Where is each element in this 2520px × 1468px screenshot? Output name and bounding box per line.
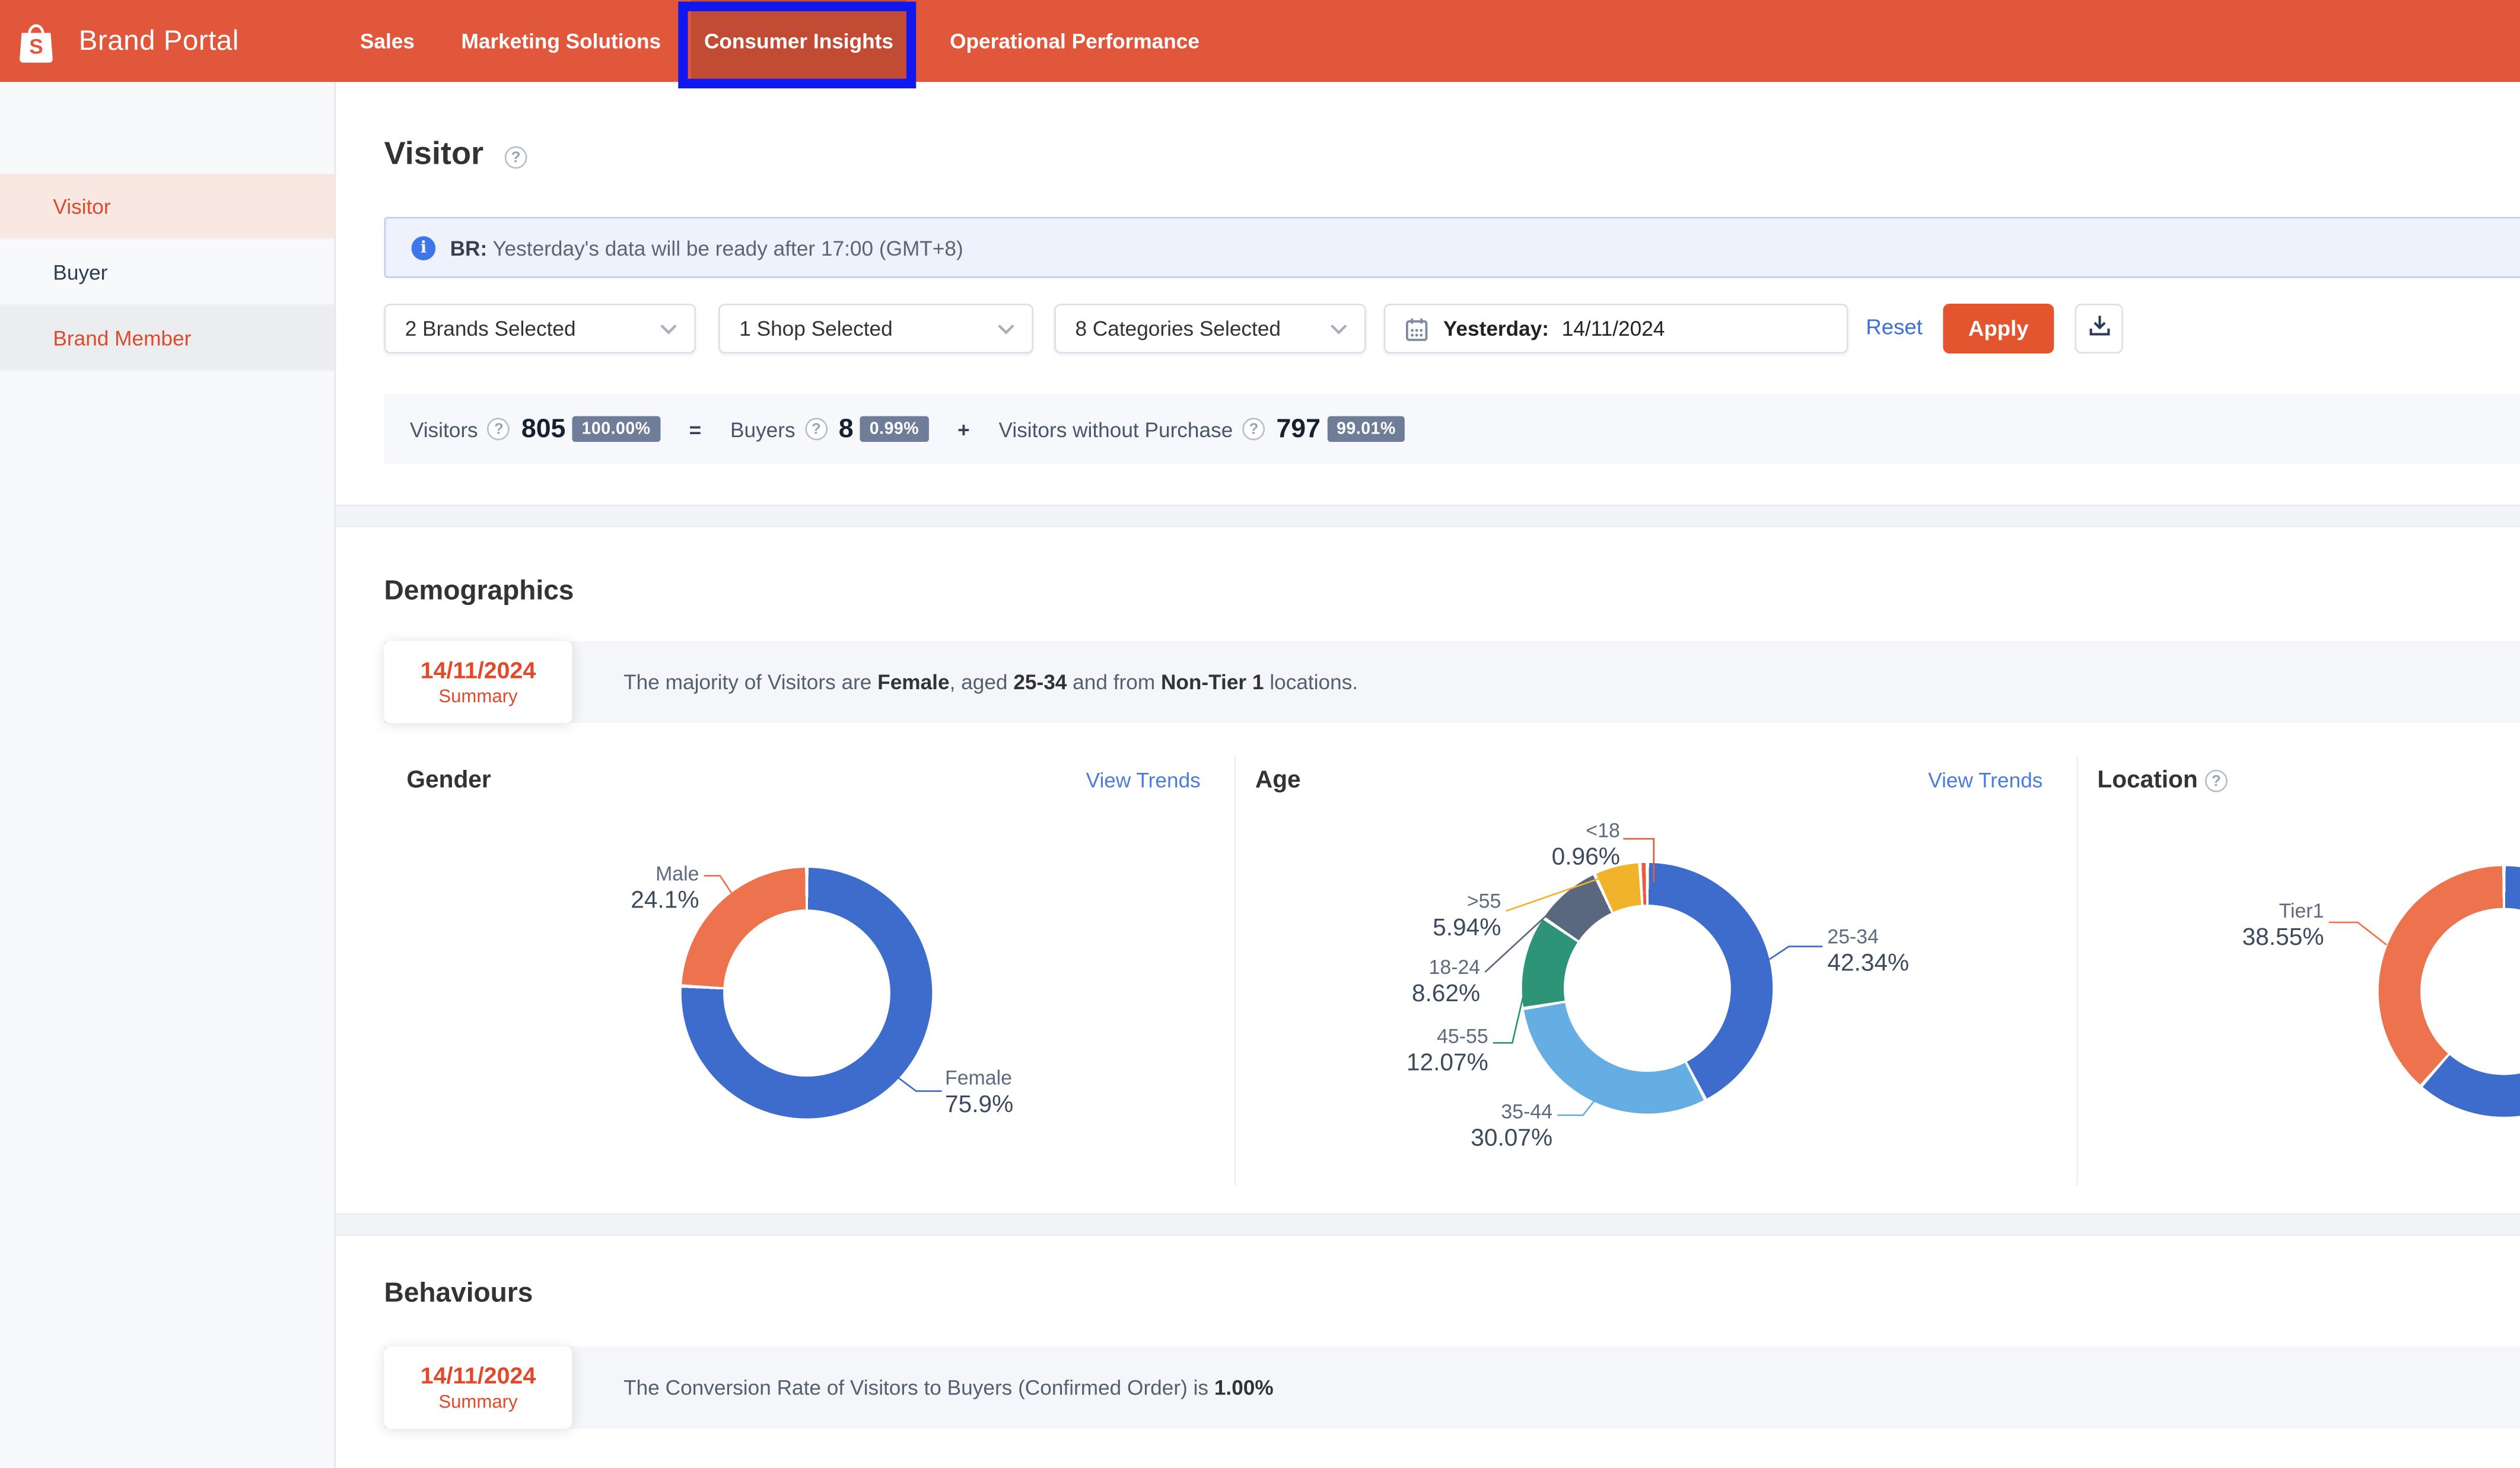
- nav-item-consumer-insights[interactable]: Consumer Insights: [691, 0, 906, 82]
- visitors-without-purchase-label: Visitors without Purchase: [998, 417, 1233, 441]
- chevron-down-icon: [659, 317, 679, 341]
- download-button[interactable]: [2074, 304, 2123, 354]
- gender-view-trends-link[interactable]: View Trends: [1086, 768, 1201, 792]
- summary-tag: Summary: [438, 1392, 518, 1412]
- nav-item-marketing-solutions[interactable]: Marketing Solutions: [461, 28, 661, 53]
- sidebar: Consumer Overview Visitor Buyer Brand Me…: [0, 82, 336, 1468]
- location-donut-chart[interactable]: [2378, 866, 2520, 1117]
- visitors-pct-badge: 100.00%: [572, 416, 660, 442]
- behaviours-heading: Behaviours: [384, 1277, 533, 1308]
- calendar-icon: [1405, 316, 1429, 341]
- age-25-34-label: 25-34 42.34%: [1827, 925, 1910, 977]
- behaviours-summary-strip: [384, 1346, 2520, 1429]
- notice-text: BR: Yesterday's data will be ready after…: [450, 235, 963, 260]
- gender-female-label: Female 75.9%: [945, 1066, 1014, 1118]
- sidebar-item-brand-member[interactable]: Brand Member: [0, 305, 335, 371]
- date-preset-label: Yesterday:: [1443, 316, 1549, 341]
- svg-text:S: S: [29, 36, 43, 59]
- page-title: Visitor: [384, 136, 484, 172]
- gender-donut-chart[interactable]: [681, 867, 933, 1119]
- top-nav-bar: S Brand Portal Sales Marketing Solutions…: [0, 0, 2520, 82]
- gender-chart-title: Gender: [406, 766, 491, 794]
- date-value: 14/11/2024: [1561, 316, 1665, 341]
- help-icon[interactable]: ?: [504, 146, 527, 169]
- shop-select[interactable]: 1 Shop Selected: [718, 304, 1034, 354]
- sidebar-item-visitor[interactable]: Visitor: [0, 173, 335, 240]
- date-range-picker[interactable]: Yesterday: 14/11/2024: [1383, 304, 1848, 354]
- age-chart-title: Age: [1255, 766, 1301, 794]
- buyers-label: Buyers: [730, 417, 796, 441]
- notice-banner: i BR: Yesterday's data will be ready aft…: [384, 216, 2520, 278]
- age-under18-label: <18 0.96%: [1551, 819, 1620, 871]
- plus-sign: +: [957, 417, 970, 441]
- behaviours-summary-date-card[interactable]: 14/11/2024 Summary: [384, 1346, 572, 1429]
- gender-male-label: Male 24.1%: [631, 862, 699, 914]
- demographics-heading: Demographics: [384, 575, 574, 606]
- behaviours-summary-text: The Conversion Rate of Visitors to Buyer…: [623, 1375, 1274, 1400]
- sidebar-item-buyer[interactable]: Buyer: [0, 240, 335, 305]
- nav-item-sales[interactable]: Sales: [359, 28, 415, 53]
- demographics-summary-text: The majority of Visitors are Female, age…: [623, 670, 1358, 695]
- download-icon: [2087, 313, 2111, 345]
- help-icon[interactable]: ?: [1242, 418, 1265, 441]
- reset-button[interactable]: Reset: [1866, 315, 1923, 339]
- brand-title: Brand Portal: [78, 24, 239, 56]
- nav-item-operational-performance[interactable]: Operational Performance: [950, 28, 1199, 53]
- age-45-55-label: 45-55 12.07%: [1406, 1025, 1488, 1077]
- buyers-pct-badge: 0.99%: [860, 416, 929, 442]
- location-tier1-label: Tier1 38.55%: [2242, 900, 2324, 951]
- buyers-value: 8: [838, 413, 854, 443]
- visitors-value: 805: [521, 413, 566, 443]
- help-icon[interactable]: ?: [804, 418, 828, 441]
- brands-select[interactable]: 2 Brands Selected: [384, 304, 696, 354]
- location-chart-title: Location: [2097, 766, 2198, 794]
- categories-select[interactable]: 8 Categories Selected: [1054, 304, 1366, 354]
- age-view-trends-link[interactable]: View Trends: [1928, 768, 2043, 792]
- summary-tag: Summary: [438, 687, 518, 706]
- column-divider: [1234, 755, 1236, 1186]
- equals-sign: =: [689, 417, 702, 441]
- age-donut-chart[interactable]: [1522, 862, 1773, 1114]
- help-icon[interactable]: ?: [2205, 769, 2228, 792]
- age-18-24-label: 18-24 8.62%: [1411, 956, 1481, 1007]
- section-divider: [336, 504, 2520, 527]
- summary-date: 14/11/2024: [420, 658, 536, 684]
- visitors-without-purchase-pct-badge: 99.01%: [1326, 416, 1406, 442]
- section-divider: [336, 1213, 2520, 1236]
- chevron-down-icon: [997, 317, 1016, 341]
- column-divider: [2076, 755, 2078, 1186]
- summary-date: 14/11/2024: [420, 1363, 536, 1390]
- apply-button[interactable]: Apply: [1943, 304, 2054, 354]
- visitor-equation-strip: Visitors ? 805 100.00% = Buyers ? 8 0.99…: [384, 393, 2520, 464]
- visitors-without-purchase-value: 797: [1276, 413, 1321, 443]
- age-35-44-label: 35-44 30.07%: [1471, 1100, 1553, 1152]
- shopee-bag-icon: S: [16, 20, 56, 72]
- demographics-summary-date-card[interactable]: 14/11/2024 Summary: [384, 641, 572, 724]
- age-over55-label: >55 5.94%: [1433, 890, 1501, 941]
- visitors-label: Visitors: [409, 417, 478, 441]
- help-icon[interactable]: ?: [487, 418, 510, 441]
- info-icon: i: [411, 235, 436, 260]
- demographics-summary-strip: [384, 641, 2520, 724]
- chevron-down-icon: [1329, 317, 1349, 341]
